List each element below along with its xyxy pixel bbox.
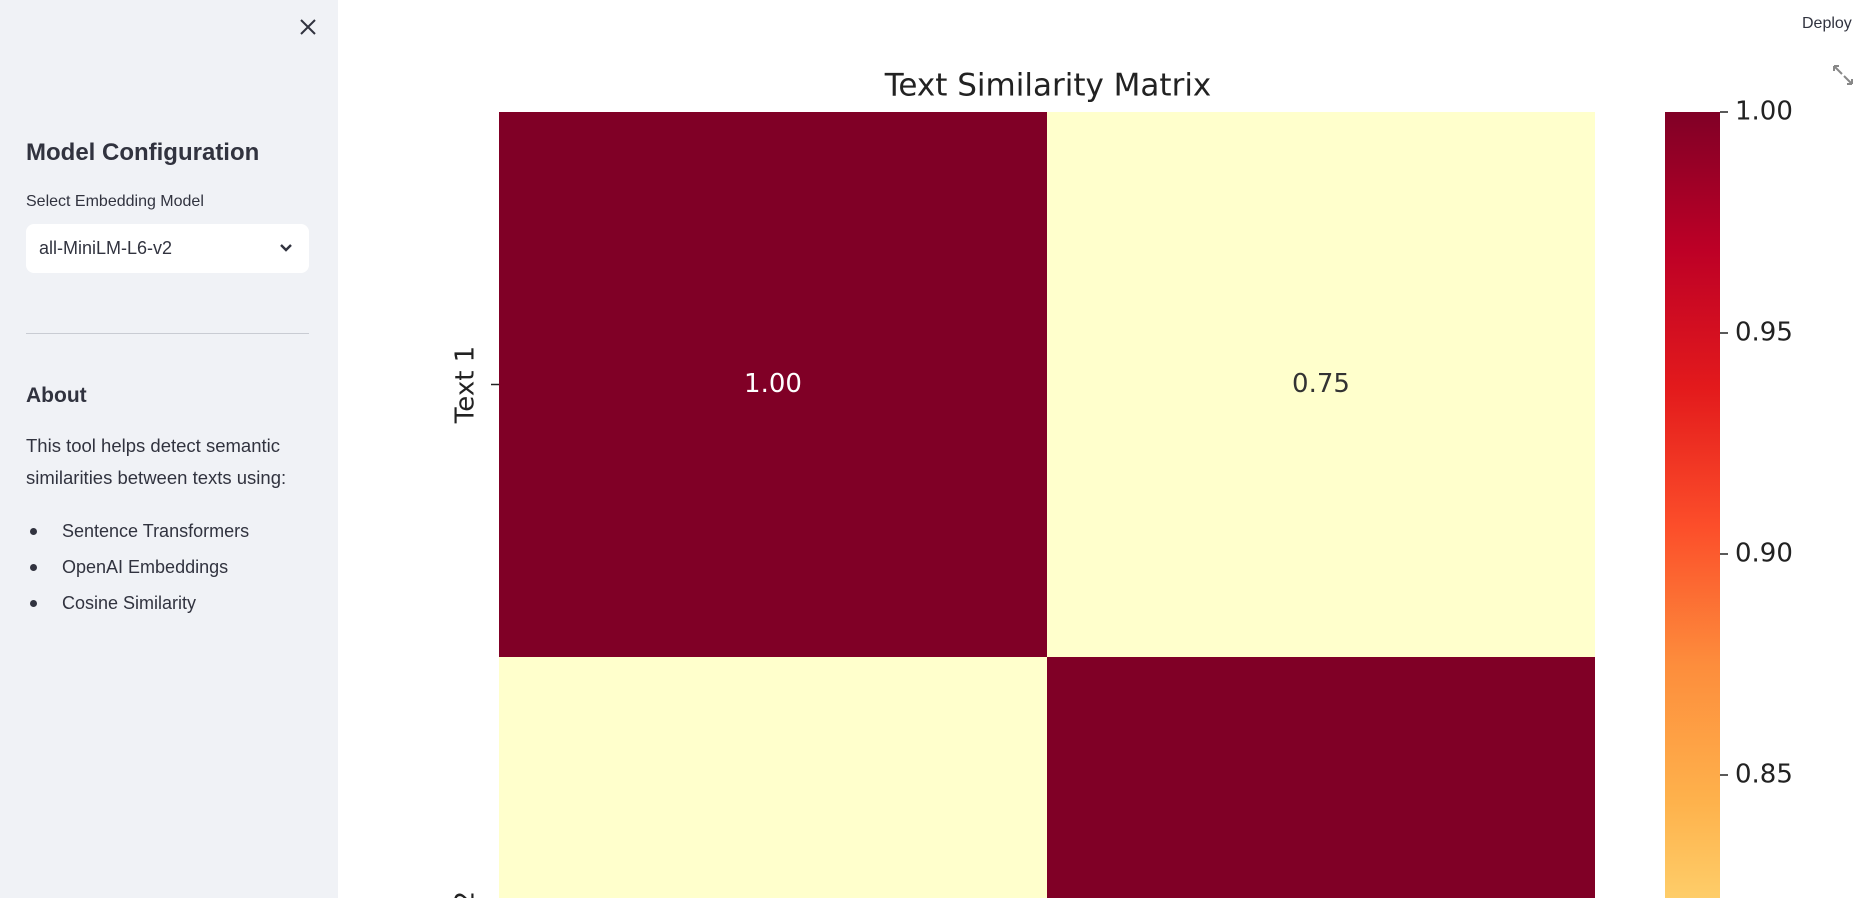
section-title: Model Configuration [26,139,260,166]
about-item: Sentence Transformers [26,513,249,549]
chevron [280,244,292,252]
colorbar-tick-label: 0.85 [1735,760,1793,790]
deploy-button[interactable]: Deploy [1802,15,1852,32]
cell-label: 0.75 [1292,369,1350,399]
about-item: Cosine Similarity [26,585,249,621]
heatmap-cell [1047,112,1595,657]
select-box[interactable]: all-MiniLM-L6-v2 [26,224,309,273]
colorbar-tick-label: 1.00 [1735,97,1793,127]
y-tick-label: Text 1 [451,346,481,424]
chart-title: Text Similarity Matrix [884,68,1212,104]
expand-icon[interactable] [1833,65,1853,85]
about-list: Sentence Transformers OpenAI Embeddings Co… [26,513,249,621]
about-item: OpenAI Embeddings [26,549,249,585]
about-title: About [26,384,87,407]
cell-label: 1.00 [744,369,802,399]
colorbar-tick-label: 0.95 [1735,318,1793,348]
select-label: Select Embedding Model [26,193,204,210]
heatmap-cell [499,657,1047,898]
select-value: all-MiniLM-L6-v2 [39,238,173,258]
chart: Text Similarity Matrix Text 1 1.00 0.75 Tex… [451,65,1853,898]
y-tick-label: Text 2 [451,891,481,898]
divider [26,333,309,334]
sidebar: Model Configuration Select Embedding Mod… [0,0,338,898]
close-button[interactable] [298,17,318,37]
colorbar-tick-label: 0.90 [1735,539,1793,569]
heatmap-cell [499,112,1047,657]
colorbar [1665,112,1720,898]
about-text: This tool helps detect semantic similari… [26,435,287,488]
heatmap-cell [1047,657,1595,898]
